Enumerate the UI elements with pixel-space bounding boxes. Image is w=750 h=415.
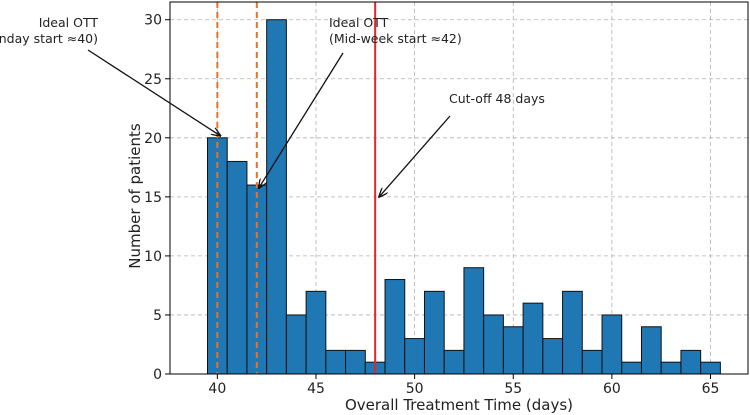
histogram-bar	[660, 361, 682, 375]
histogram-bar	[305, 290, 327, 375]
x-tick-label: 55	[504, 381, 522, 397]
histogram-bar	[621, 361, 642, 375]
annotation-line: Ideal OTT	[39, 15, 99, 30]
y-tick-label: 0	[153, 367, 162, 383]
y-tick-label: 20	[144, 131, 162, 147]
y-tick-label: 15	[144, 190, 162, 206]
histogram-bar	[700, 361, 721, 375]
histogram-bar	[345, 349, 366, 375]
annotations-layer: Ideal OTT(Monday start ≈40)Ideal OTT(Mid…	[0, 15, 545, 197]
ticks-layer: 40 45 50 55 60 65 0 5 10 15 20 25 30	[144, 13, 719, 397]
histogram-bar	[423, 290, 445, 375]
histogram-bar	[384, 279, 406, 375]
annotation-midweek: Ideal OTT (Mid-week start ≈42)	[259, 15, 462, 188]
y-axis-label: Number of patients	[126, 123, 144, 269]
histogram-bar	[581, 349, 603, 375]
y-tick-label: 30	[144, 13, 162, 29]
histogram-bar	[226, 160, 248, 375]
y-tick-label: 5	[153, 308, 162, 324]
histogram-bar	[522, 302, 544, 375]
plot-frame	[169, 1, 749, 375]
axes-frame	[169, 1, 749, 375]
histogram-bar	[463, 267, 485, 375]
annotation-monday-text: Ideal OTT(Monday start ≈40)	[0, 15, 98, 46]
histogram-bar	[266, 19, 287, 375]
annotation-midweek-text: Ideal OTT (Mid-week start ≈42)	[329, 15, 462, 46]
x-axis-label: Overall Treatment Time (days)	[345, 396, 573, 414]
histogram-bar	[502, 326, 524, 375]
x-tick-label: 45	[307, 381, 325, 397]
bars-layer	[206, 19, 721, 375]
histogram-bar	[325, 349, 347, 375]
annotation-line: (Mid-week start ≈42)	[329, 31, 462, 46]
histogram-bar	[601, 314, 623, 375]
x-tick-label: 60	[603, 381, 621, 397]
histogram-bar	[404, 338, 425, 375]
x-tick-label: 50	[406, 381, 424, 397]
annotation-monday: Ideal OTT(Monday start ≈40)	[0, 15, 220, 136]
y-tick-label: 10	[144, 249, 162, 265]
histogram-bar	[443, 349, 465, 375]
annotation-cutoff: Cut-off 48 days	[379, 91, 545, 197]
annotation-cutoff-arrow	[379, 115, 451, 197]
reference-lines-layer	[216, 2, 377, 374]
histogram-bar	[680, 349, 702, 375]
histogram-bar	[285, 314, 307, 375]
annotation-cutoff-text: Cut-off 48 days	[449, 91, 545, 106]
annotation-midweek-arrow	[259, 52, 344, 188]
annotation-line: Cut-off 48 days	[449, 91, 545, 106]
histogram-bar	[562, 290, 583, 375]
histogram-bar	[542, 338, 564, 375]
annotation-monday-arrow	[87, 49, 220, 136]
x-tick-label: 40	[208, 381, 226, 397]
annotation-line: (Monday start ≈40)	[0, 31, 98, 46]
histogram-bar	[483, 314, 504, 375]
annotation-line: Ideal OTT	[329, 15, 389, 30]
histogram-bar	[640, 326, 662, 375]
y-tick-label: 25	[144, 72, 162, 88]
x-tick-label: 65	[702, 381, 720, 397]
